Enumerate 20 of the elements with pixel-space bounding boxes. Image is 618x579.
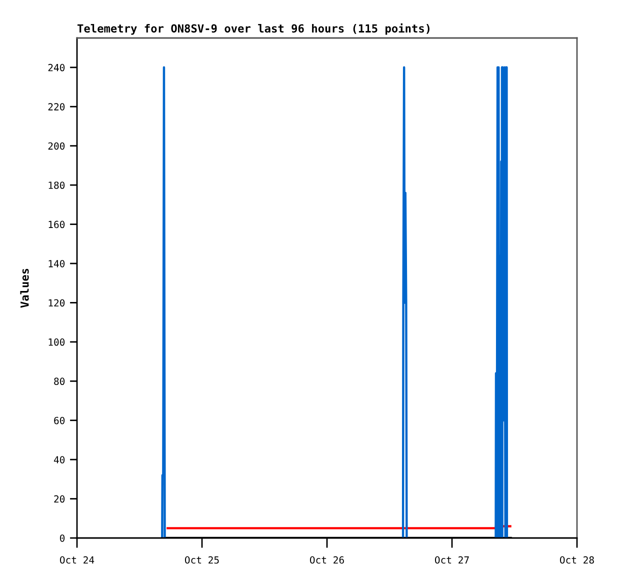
y-tick-label: 140 (48, 260, 65, 268)
x-tick-label: Oct 24 (60, 556, 94, 564)
y-tick-label: 100 (48, 338, 65, 346)
x-tick-label: Oct 28 (560, 556, 594, 564)
x-tick-label: Oct 25 (184, 556, 219, 564)
x-tick-label: Oct 26 (310, 556, 344, 564)
y-tick-label: 180 (48, 182, 65, 189)
y-tick-label: 40 (54, 456, 65, 464)
y-tick-label: 0 (60, 534, 65, 542)
y-tick-label: 160 (48, 220, 65, 228)
y-tick-label: 220 (48, 103, 65, 110)
y-tick-label: 60 (54, 416, 65, 424)
y-tick-label: 20 (54, 495, 65, 503)
y-tick-label: 80 (54, 378, 65, 385)
y-axis-title: Values (20, 268, 29, 308)
y-tick-label: 120 (48, 299, 65, 307)
chart-title: Telemetry for ON8SV-9 over last 96 hours (115 points) (77, 23, 430, 35)
y-tick-label: 240 (48, 64, 65, 72)
x-tick-label: Oct 27 (434, 556, 469, 564)
y-tick-label: 200 (48, 142, 65, 150)
